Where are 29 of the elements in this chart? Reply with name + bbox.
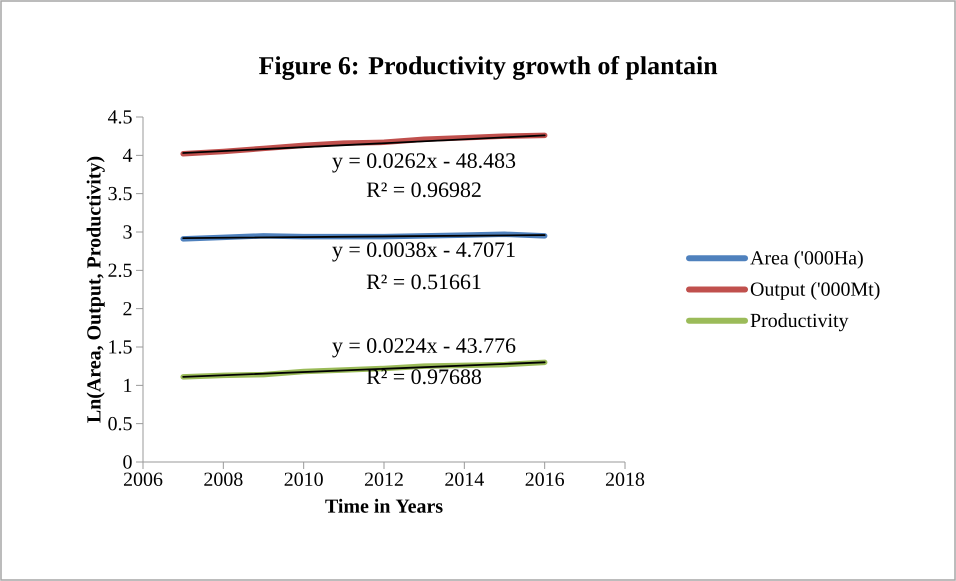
y-tick-label: 1 [124, 378, 132, 392]
x-tick-label: 2008 [204, 472, 242, 486]
chart-title: Figure 6: Productivity growth of plantain [259, 56, 718, 80]
x-tick-label: 2018 [606, 472, 644, 486]
annotation: R² = 0.97688 [366, 369, 482, 384]
x-axis-title: Time in Years [325, 498, 443, 513]
annotation: y = 0.0038x - 4.7071 [332, 242, 515, 262]
x-tick-label: 2010 [284, 472, 323, 486]
y-tick-label: 0 [123, 455, 132, 469]
y-tick-label: 2 [123, 302, 132, 316]
legend-label: Output ('000Mt) [750, 282, 880, 300]
x-tick-label: 2012 [364, 472, 403, 486]
annotation: R² = 0.96982 [366, 182, 481, 198]
y-tick-label: 3 [123, 225, 132, 239]
y-tick-label: 1.5 [109, 340, 132, 354]
y-tick-label: 2.5 [108, 264, 132, 278]
annotation: R² = 0.51661 [366, 274, 481, 290]
annotation: y = 0.0262x - 48.483 [332, 153, 516, 173]
y-tick-label: 4.5 [108, 110, 132, 124]
x-tick-label: 2014 [445, 472, 484, 486]
y-tick-label: 4 [122, 148, 132, 162]
y-tick-label: 0.5 [108, 416, 132, 430]
legend-label: Area ('000Ha) [750, 250, 863, 269]
x-tick-label: 2006 [124, 472, 162, 486]
y-axis-title: Ln(Area, Output, Productivity) [86, 156, 105, 423]
y-tick-label: 3.5 [108, 186, 132, 200]
legend-label: Productivity [750, 313, 848, 332]
annotation: y = 0.0224x - 43.776 [332, 338, 516, 358]
x-tick-label: 2016 [526, 472, 564, 486]
